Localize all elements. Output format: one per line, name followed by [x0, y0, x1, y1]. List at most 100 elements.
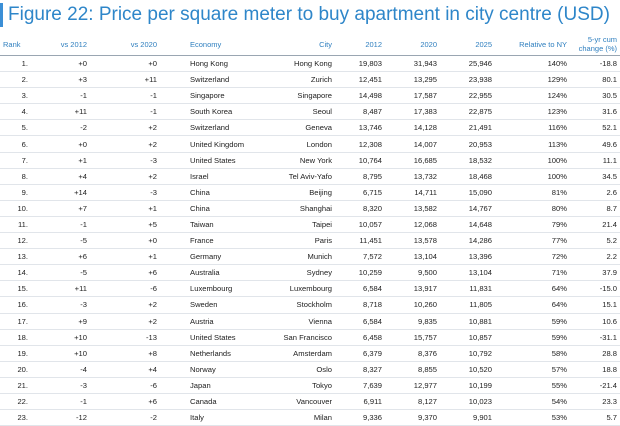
cell-rank: 7. — [0, 152, 38, 169]
table-row: 17. +9 +2 Austria Vienna 6,584 9,835 10,881 59% 1… — [0, 313, 620, 330]
cell-rank: 5. — [0, 119, 38, 137]
cell-five-yr-change: 11.1 — [570, 152, 620, 169]
cell-city: San Francisco — [265, 329, 335, 346]
cell-vs-2012: -1 — [38, 87, 90, 105]
table-row: 5. -2 +2 Switzerland Geneva 13,746 14,128 21,49… — [0, 119, 620, 137]
table-row: 14. -5 +6 Australia Sydney 10,259 9,500 13,104 7… — [0, 264, 620, 282]
cell-price-2020: 12,068 — [385, 216, 440, 234]
cell-vs-2020: +2 — [90, 296, 160, 314]
cell-five-yr-change: 5.2 — [570, 232, 620, 250]
cell-five-yr-change: 15.1 — [570, 296, 620, 314]
cell-rank: 4. — [0, 103, 38, 121]
cell-city: Hong Kong — [265, 55, 335, 73]
header-2020: 2020 — [420, 39, 437, 49]
cell-city: Oslo — [265, 361, 335, 378]
cell-price-2025: 18,468 — [440, 168, 495, 185]
cell-vs-2012: -5 — [38, 232, 90, 250]
cell-price-2012: 10,764 — [335, 152, 385, 169]
cell-price-2025: 10,881 — [440, 313, 495, 330]
cell-price-2020: 13,582 — [385, 200, 440, 217]
cell-vs-2012: +7 — [38, 200, 90, 217]
cell-relative-to-ny: 79% — [495, 216, 570, 234]
cell-price-2012: 12,451 — [335, 71, 385, 89]
table-row: 11. -1 +5 Taiwan Taipei 10,057 12,068 14,648 79%… — [0, 216, 620, 234]
cell-vs-2012: -5 — [38, 264, 90, 282]
header-2025: 2025 — [475, 39, 492, 49]
cell-city: Singapore — [265, 87, 335, 105]
cell-price-2020: 13,104 — [385, 248, 440, 266]
cell-rank: 11. — [0, 216, 38, 234]
cell-price-2012: 7,639 — [335, 377, 385, 394]
cell-five-yr-change: 23.3 — [570, 393, 620, 411]
cell-rank: 21. — [0, 377, 38, 394]
cell-relative-to-ny: 59% — [495, 329, 570, 346]
cell-rank: 16. — [0, 296, 38, 314]
cell-vs-2020: +6 — [90, 264, 160, 282]
cell-vs-2020: +8 — [90, 345, 160, 362]
cell-vs-2012: -3 — [38, 296, 90, 314]
cell-price-2025: 10,199 — [440, 377, 495, 394]
cell-price-2012: 10,057 — [335, 216, 385, 234]
cell-relative-to-ny: 72% — [495, 248, 570, 266]
cell-five-yr-change: 52.1 — [570, 119, 620, 137]
table-row: 2. +3 +11 Switzerland Zurich 12,451 13,295 23,9… — [0, 71, 620, 89]
title-accent-bar — [0, 3, 3, 27]
cell-rank: 2. — [0, 71, 38, 89]
cell-price-2020: 13,578 — [385, 232, 440, 250]
cell-economy: France — [160, 232, 265, 250]
cell-price-2025: 10,792 — [440, 345, 495, 362]
cell-price-2020: 16,685 — [385, 152, 440, 169]
cell-vs-2020: +1 — [90, 248, 160, 266]
cell-price-2025: 21,491 — [440, 119, 495, 137]
cell-rank: 19. — [0, 345, 38, 362]
table-row: 21. -3 -6 Japan Tokyo 7,639 12,977 10,199 55% -21… — [0, 377, 620, 394]
cell-price-2020: 13,732 — [385, 168, 440, 185]
cell-price-2012: 8,718 — [335, 296, 385, 314]
cell-rank: 17. — [0, 313, 38, 330]
cell-vs-2012: +10 — [38, 345, 90, 362]
header-relative-to-ny: Relative to NY — [519, 39, 567, 49]
cell-relative-to-ny: 64% — [495, 280, 570, 298]
cell-economy: Sweden — [160, 296, 265, 314]
cell-price-2012: 8,487 — [335, 103, 385, 121]
cell-vs-2012: -3 — [38, 377, 90, 394]
cell-vs-2012: -2 — [38, 119, 90, 137]
cell-relative-to-ny: 81% — [495, 184, 570, 201]
header-vs-2012: vs 2012 — [60, 39, 87, 49]
cell-economy: Taiwan — [160, 216, 265, 234]
cell-five-yr-change: 21.4 — [570, 216, 620, 234]
cell-vs-2012: +4 — [38, 168, 90, 185]
header-rank: Rank — [3, 39, 21, 49]
cell-price-2025: 23,938 — [440, 71, 495, 89]
figure-title: Figure 22: Price per square meter to buy… — [8, 4, 610, 25]
table-row: 8. +4 +2 Israel Tel Aviv-Yafo 8,795 13,732 18,4… — [0, 168, 620, 185]
cell-rank: 20. — [0, 361, 38, 378]
cell-price-2012: 19,803 — [335, 55, 385, 73]
cell-vs-2012: +11 — [38, 103, 90, 121]
table-row: 23. -12 -2 Italy Milan 9,336 9,370 9,901 53% 5.7 — [0, 409, 620, 426]
cell-price-2025: 14,648 — [440, 216, 495, 234]
table-row: 18. +10 -13 United States San Francisco 6,458… — [0, 329, 620, 346]
cell-five-yr-change: -31.1 — [570, 329, 620, 346]
cell-vs-2012: -1 — [38, 393, 90, 411]
cell-price-2012: 6,584 — [335, 313, 385, 330]
cell-city: Milan — [265, 409, 335, 426]
cell-five-yr-change: 37.9 — [570, 264, 620, 282]
cell-vs-2020: -1 — [90, 103, 160, 121]
cell-five-yr-change: 80.1 — [570, 71, 620, 89]
cell-vs-2020: +0 — [90, 55, 160, 73]
cell-price-2020: 13,917 — [385, 280, 440, 298]
cell-rank: 3. — [0, 87, 38, 105]
cell-vs-2020: -1 — [90, 87, 160, 105]
cell-vs-2012: +9 — [38, 313, 90, 330]
cell-rank: 6. — [0, 135, 38, 153]
cell-price-2025: 22,875 — [440, 103, 495, 121]
header-5yr-change: 5-yr cum change (%) — [578, 35, 617, 53]
header-vs-2020: vs 2020 — [130, 39, 157, 49]
cell-five-yr-change: 18.8 — [570, 361, 620, 378]
cell-relative-to-ny: 59% — [495, 313, 570, 330]
price-table: Rank vs 2012 vs 2020 Economy City 2012 2… — [0, 33, 620, 426]
cell-price-2025: 25,946 — [440, 55, 495, 73]
cell-price-2012: 12,308 — [335, 135, 385, 153]
cell-price-2012: 11,451 — [335, 232, 385, 250]
